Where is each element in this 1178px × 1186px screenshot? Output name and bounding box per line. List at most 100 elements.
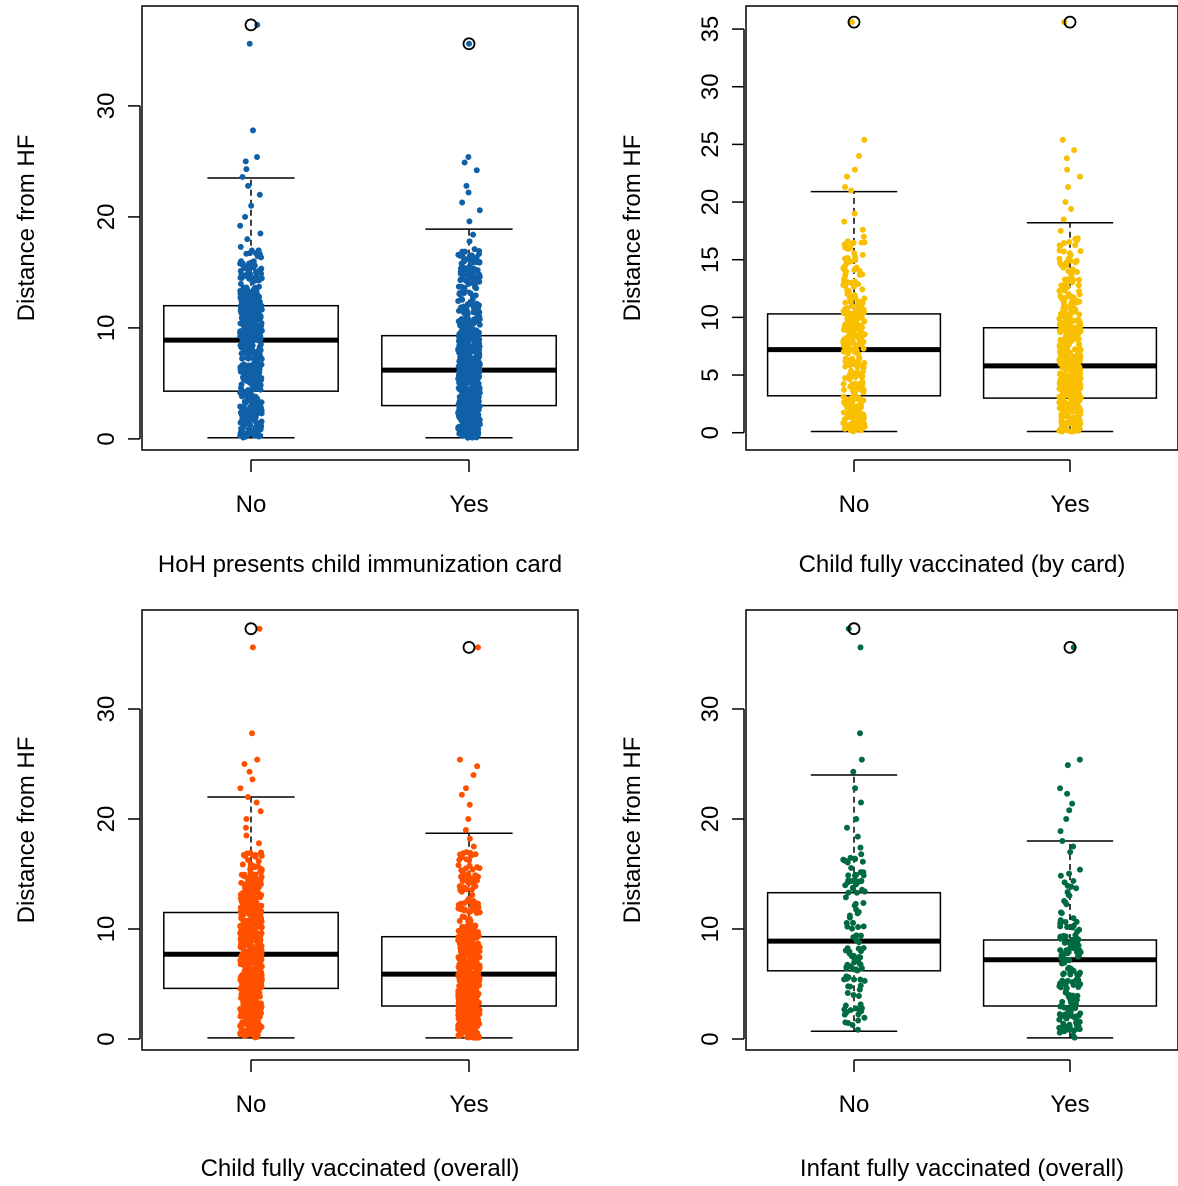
data-point — [239, 173, 246, 180]
y-tick-label: 0 — [697, 1032, 724, 1045]
data-point — [1068, 330, 1075, 337]
data-point — [252, 269, 259, 276]
data-point — [1067, 349, 1074, 356]
data-point — [1072, 335, 1079, 342]
panel-fully-vaccinated-card: 0 5 10 15 20 25 30 35 No Yes Child fully vaccinat… — [619, 5, 1178, 578]
data-point — [241, 968, 248, 975]
data-point — [1060, 375, 1067, 382]
data-point — [842, 857, 849, 864]
data-point — [860, 233, 867, 240]
data-point — [848, 864, 855, 871]
data-point — [1075, 412, 1082, 419]
outlier-marker — [244, 18, 258, 32]
data-point — [459, 1019, 466, 1026]
y-tick-label: 0 — [93, 432, 120, 445]
data-point — [468, 940, 475, 947]
outlier-marker — [847, 622, 861, 636]
data-point — [254, 929, 261, 936]
x-tick-label: No — [236, 1091, 267, 1118]
data-point — [849, 315, 856, 322]
data-point — [854, 1026, 861, 1033]
data-point — [848, 303, 855, 310]
data-point — [858, 851, 865, 858]
data-point — [476, 250, 483, 257]
data-point — [859, 286, 866, 293]
data-point — [470, 309, 477, 316]
data-point — [840, 348, 847, 355]
data-point — [239, 390, 246, 397]
data-point — [467, 300, 474, 307]
data-point — [247, 933, 254, 940]
data-point — [256, 277, 263, 284]
data-point — [237, 1023, 244, 1030]
data-point — [1066, 892, 1073, 899]
data-point — [1062, 345, 1069, 352]
y-tick-label: 20 — [697, 189, 724, 216]
data-point — [242, 327, 249, 334]
data-point — [850, 768, 857, 775]
data-point — [1064, 882, 1071, 889]
data-point — [1057, 227, 1064, 234]
data-point — [1063, 816, 1070, 822]
data-point — [456, 972, 463, 979]
data-point — [241, 286, 248, 293]
data-point — [1076, 311, 1083, 318]
data-point — [239, 951, 246, 958]
x-tick-label: No — [236, 491, 267, 518]
data-point — [1071, 308, 1078, 315]
data-point — [1064, 166, 1071, 173]
data-point — [859, 362, 866, 369]
data-point — [1062, 317, 1069, 324]
data-point — [851, 411, 858, 418]
data-point — [465, 189, 472, 196]
data-point — [857, 932, 864, 939]
data-point — [473, 167, 480, 174]
data-point — [857, 844, 864, 851]
data-point — [466, 263, 473, 270]
data-point — [1057, 380, 1064, 387]
data-point — [472, 953, 479, 960]
data-point — [460, 426, 467, 433]
data-point — [250, 997, 257, 1004]
data-point — [249, 943, 256, 950]
data-point — [1077, 173, 1084, 180]
data-point — [857, 427, 864, 434]
data-point — [476, 278, 483, 285]
panel-marks: 0 10 20 30 No Yes — [93, 5, 579, 518]
data-point — [842, 894, 849, 901]
data-point — [848, 381, 855, 388]
data-point — [1059, 390, 1066, 397]
data-point — [246, 1014, 253, 1021]
data-point — [473, 285, 480, 292]
data-point — [470, 843, 477, 850]
data-point — [845, 287, 852, 294]
data-point — [458, 791, 465, 798]
data-point — [840, 339, 847, 346]
data-point — [467, 1033, 474, 1040]
data-point — [254, 1018, 261, 1025]
data-point — [248, 909, 255, 916]
data-point — [853, 871, 860, 878]
data-point — [460, 959, 467, 966]
data-point — [853, 816, 860, 822]
data-point — [1072, 259, 1079, 266]
data-point — [1075, 282, 1082, 289]
data-point — [245, 875, 252, 882]
data-point — [251, 417, 258, 424]
data-point — [1059, 284, 1066, 291]
data-point — [1076, 866, 1083, 873]
data-point — [255, 283, 262, 290]
data-point — [840, 326, 847, 333]
data-point — [1068, 965, 1075, 972]
data-point — [242, 1010, 249, 1017]
data-point — [244, 263, 251, 270]
data-point — [250, 264, 257, 271]
data-point — [243, 960, 250, 967]
data-point — [243, 986, 250, 993]
data-point — [238, 905, 245, 912]
data-point — [856, 730, 863, 737]
data-point — [861, 977, 868, 984]
data-point — [1068, 1000, 1075, 1007]
data-point — [239, 861, 246, 868]
